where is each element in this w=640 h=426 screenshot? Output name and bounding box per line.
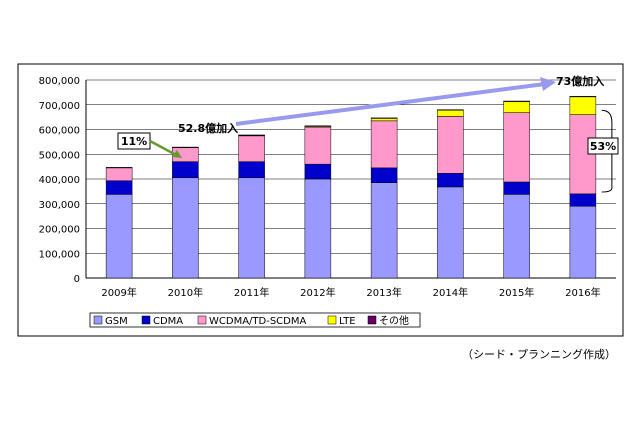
bar-segment-wcdma-td-scdma [370,120,398,169]
x-tick-label: 2015年 [499,286,534,299]
bar-segment-- [105,167,133,169]
y-tick-label: 500,000 [39,150,80,161]
bar-segment-lte [503,101,530,113]
bar-segment-wcdma-td-scdma [238,135,265,162]
bar-segment-- [569,96,597,98]
legend-swatch [367,315,377,325]
legend-label: WCDMA/TD-SCDMA [209,316,306,327]
callout-arrowhead-11pct [172,150,182,158]
legend-swatch [327,315,337,325]
callout-arrow-11pct [149,139,179,158]
bar-segment-lte [569,96,597,115]
bar-segment-wcdma-td-scdma [304,126,332,165]
x-tick-label: 2009年 [101,286,136,299]
bar-segment-- [304,125,332,127]
y-tick-label: 100,000 [39,249,80,260]
bar-segment-gsm [437,186,464,279]
bar-segment-gsm [503,194,530,279]
trend-arrowhead [540,77,556,91]
bar-segment-- [172,146,199,148]
legend-label: LTE [339,316,356,327]
bracket-53pct [601,109,613,193]
bar-segment-- [503,100,530,102]
callout-box-53pct [587,137,619,155]
callout-label-11pct: 11% [121,135,147,148]
bar-segment-- [238,134,265,136]
source-credit: （シード・プランニング作成） [462,348,616,361]
legend-swatch [197,315,207,325]
y-tick-label: 300,000 [39,200,80,211]
y-tick-label: 700,000 [39,101,80,112]
legend-label: GSM [105,316,128,327]
bar-segment-gsm [172,177,199,279]
bar-segment-gsm [304,178,332,279]
bar-segment-wcdma-td-scdma [503,112,530,183]
x-tick-label: 2011年 [234,286,269,299]
legend-label: CDMA [153,316,183,327]
x-tick-label: 2012年 [300,286,335,299]
x-tick-label: 2010年 [168,286,203,299]
bar-segment-lte [437,109,464,117]
trend-arrow-line [235,82,546,126]
x-tick-label: 2013年 [366,286,401,299]
legend-box [89,312,421,328]
bar-segment-lte [370,118,398,122]
bar-segment-gsm [370,182,398,279]
bar-segment-cdma [569,193,597,207]
bar-segment-cdma [238,161,265,179]
x-tick-label: 2016年 [565,286,600,299]
x-tick-label: 2014年 [433,286,468,299]
y-tick-label: 200,000 [39,225,80,236]
callout-label-53pct: 53% [590,140,616,153]
bar-segment-- [370,117,398,119]
bar-segment-gsm [105,194,133,279]
bar-segment-gsm [569,205,597,279]
bar-segment-- [437,109,464,111]
bar-segment-cdma [304,163,332,180]
bar-segment-cdma [172,161,199,179]
bar-segment-wcdma-td-scdma [437,116,464,174]
bar-segment-cdma [105,180,133,195]
bar-segment-wcdma-td-scdma [105,167,133,181]
bar-segment-cdma [437,173,464,188]
bar-segment-cdma [370,167,398,183]
legend-swatch [141,315,151,325]
y-tick-label: 400,000 [39,175,80,186]
y-tick-label: 0 [74,274,80,285]
legend-swatch [93,315,103,325]
y-tick-label: 800,000 [39,76,80,87]
callout-label-73: 73億加入 [556,74,604,88]
callout-label-52-8: 52.8億加入 [178,121,238,135]
bar-segment-cdma [503,181,530,195]
bar-segment-gsm [238,177,265,279]
y-tick-label: 600,000 [39,126,80,137]
legend-label: その他 [379,314,409,327]
